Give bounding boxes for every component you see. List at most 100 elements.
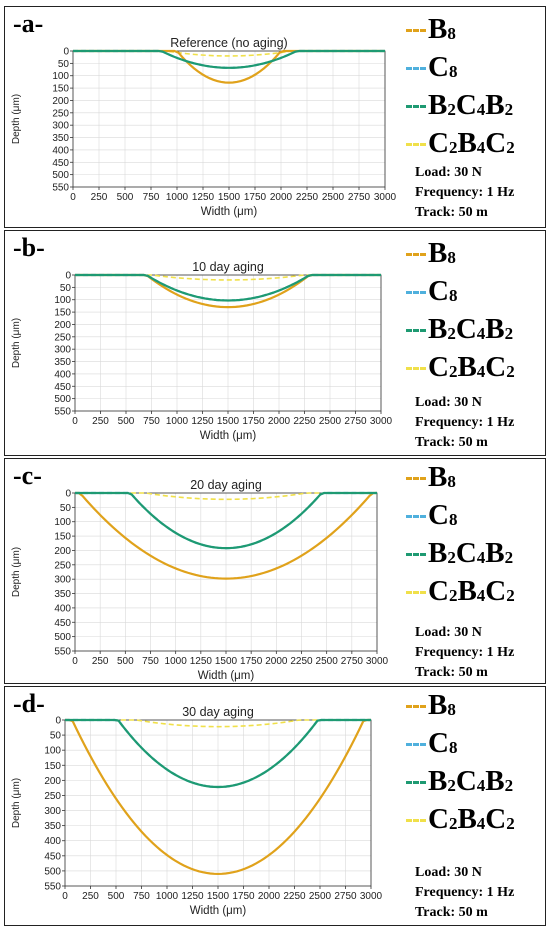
condition-line: Track: 50 m [415,665,488,680]
x-tick-label: 250 [92,656,109,667]
panel-label: -d- [13,689,45,718]
y-tick-label: 400 [54,369,71,380]
y-tick-label: 350 [54,357,71,368]
test-conditions: Load: 30 N Frequency: 1 Hz Track: 50 m [415,623,545,683]
x-tick-label: 1750 [242,416,265,427]
legend-item: B8 [403,689,543,727]
chart-3: 0 250 500 750 1000 1250 1500 1750 2000 2250 2500 27… [11,705,383,917]
x-tick-label: 1750 [232,891,255,902]
legend-label: B8 [428,689,456,721]
legend-swatch [406,143,426,146]
x-axis-label: Width (μm) [190,905,247,917]
legend-item: C2B4C2 [403,575,543,613]
legend-label: C2B4C2 [428,351,515,383]
x-tick-label: 0 [70,192,76,203]
x-tick-label: 1500 [215,656,238,667]
legend-item: B2C4B2 [403,313,543,351]
legend-swatch [406,591,426,594]
series-line-B2C4B2 [73,49,385,69]
legend-label: B2C4B2 [428,313,514,345]
x-tick-label: 2750 [341,656,364,667]
chart-title: 20 day aging [190,478,262,492]
legend-label: B2C4B2 [428,765,514,797]
legend-item: B2C4B2 [403,765,543,803]
x-tick-label: 500 [118,416,135,427]
x-tick-label: 0 [72,416,78,427]
y-tick-label: 350 [44,821,61,832]
x-tick-label: 2750 [344,416,367,427]
legend-label: B8 [428,13,456,45]
legend-item: B8 [403,237,543,275]
x-tick-label: 750 [143,192,160,203]
x-tick-label: 3000 [374,192,397,203]
x-tick-label: 1250 [190,656,213,667]
x-tick-label: 3000 [370,416,393,427]
y-tick-label: 50 [58,59,70,70]
condition-line: Load: 30 N [415,625,482,640]
legend-label: B2C4B2 [428,537,514,569]
y-tick-label: 500 [52,170,69,181]
legend-swatch [406,105,426,108]
y-tick-label: 50 [60,283,72,294]
y-tick-label: 0 [65,271,71,282]
condition-line: Track: 50 m [415,435,488,450]
y-tick-label: 400 [44,836,61,847]
x-tick-label: 2500 [322,192,345,203]
legend-item: C2B4C2 [403,351,543,389]
condition-line: Track: 50 m [415,205,488,220]
legend-swatch [406,329,426,332]
y-axis-label: Depth (μm) [11,547,22,597]
legend-item: C2B4C2 [403,127,543,165]
y-tick-label: 200 [44,776,61,787]
legend-label: C2B4C2 [428,575,515,607]
x-tick-label: 1000 [165,656,188,667]
legend: B8 C8 B2C4B2 C2B4C2 [403,13,543,165]
y-tick-label: 150 [44,761,61,772]
x-tick-label: 2500 [319,416,342,427]
y-tick-label: 250 [44,791,61,802]
x-tick-label: 2750 [334,891,357,902]
series-line-B2C4B2 [75,491,377,550]
y-tick-label: 350 [54,589,71,600]
x-tick-label: 0 [62,891,68,902]
legend-swatch [406,253,426,256]
condition-line: Track: 50 m [415,905,488,920]
x-tick-label: 3000 [360,891,383,902]
y-tick-label: 550 [54,647,71,658]
x-tick-label: 250 [91,192,108,203]
x-tick-label: 1000 [166,416,189,427]
y-tick-label: 500 [54,394,71,405]
y-tick-label: 150 [54,308,71,319]
legend-item: B2C4B2 [403,537,543,575]
legend-swatch [406,553,426,556]
legend-label: B8 [428,237,456,269]
legend-swatch [406,67,426,70]
y-tick-label: 300 [54,345,71,356]
y-tick-label: 50 [50,731,62,742]
y-tick-label: 500 [54,632,71,643]
x-tick-label: 2000 [265,656,288,667]
legend-label: C2B4C2 [428,127,515,159]
y-tick-label: 100 [54,517,71,528]
x-tick-label: 2250 [293,416,316,427]
y-tick-label: 100 [44,746,61,757]
y-tick-label: 150 [52,84,69,95]
legend-swatch [406,515,426,518]
legend: B8 C8 B2C4B2 C2B4C2 [403,237,543,389]
y-tick-label: 100 [54,295,71,306]
x-tick-label: 500 [108,891,125,902]
y-tick-label: 300 [44,806,61,817]
x-tick-label: 250 [92,416,109,427]
x-tick-label: 2000 [270,192,293,203]
legend-swatch [406,781,426,784]
y-tick-label: 0 [55,716,61,727]
x-tick-label: 750 [142,656,159,667]
condition-line: Load: 30 N [415,165,482,180]
legend-item: C8 [403,275,543,313]
panel-d: -d- 0 250 500 750 1000 1250 1500 1750 2000 2250 25… [4,686,546,926]
condition-line: Load: 30 N [415,865,482,880]
x-tick-label: 2250 [290,656,313,667]
y-tick-label: 50 [60,503,72,514]
legend-item: C8 [403,499,543,537]
condition-line: Frequency: 1 Hz [415,885,515,900]
